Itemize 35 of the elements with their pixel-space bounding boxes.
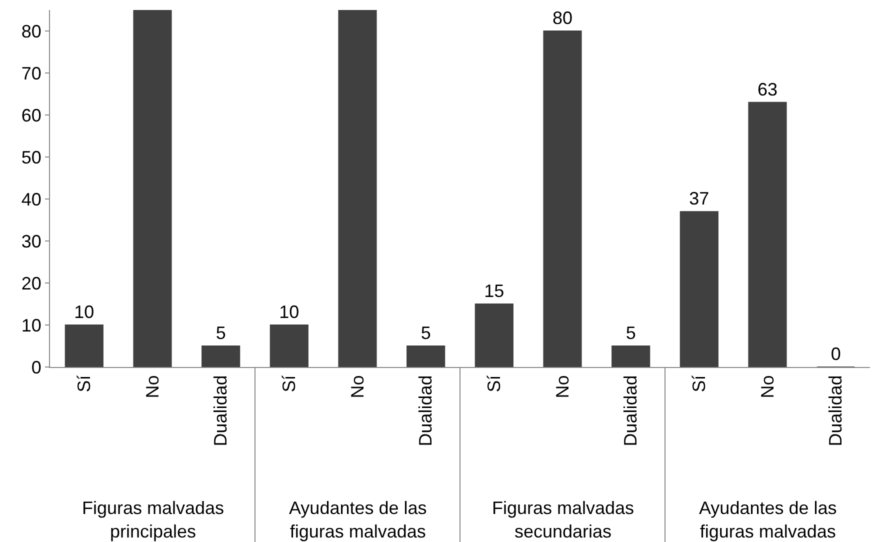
x-tick-label: No [757,375,778,398]
y-tick-label: 10 [21,315,42,336]
text: Ayudantes de las figuras malvadas [699,498,837,542]
data-label: 5 [216,323,226,343]
text: Figuras malvadas principales [82,498,224,542]
x-tick-label: Dualidad [210,375,231,446]
data-label: 15 [484,281,504,301]
data-label: 63 [757,79,778,100]
data-label: 5 [626,323,636,343]
text: Ayudantes de las figuras malvadas [289,498,427,542]
y-tick-label: 0 [31,357,42,378]
y-tick-label: 30 [21,231,42,252]
x-tick-label: No [142,375,162,398]
x-tick-label: Sí [279,375,300,392]
x-tick-label: Dualidad [620,375,641,446]
y-tick-label: 80 [21,21,42,42]
data-label: 10 [74,302,94,322]
y-tick-label: 50 [21,147,42,168]
x-tick-label: Dualidad [826,375,846,446]
x-tick-label: Sí [74,375,94,392]
y-tick-label: 40 [21,189,42,210]
data-label: 5 [420,323,431,343]
data-label: 80 [552,8,573,28]
y-tick-label: 20 [21,273,42,294]
x-tick-label: Dualidad [416,375,436,446]
x-tick-label: No [552,375,572,398]
x-tick-label: No [347,375,368,398]
data-label: 10 [279,302,300,322]
x-tick-label: Sí [484,375,504,392]
y-tick-label: 70 [21,63,42,84]
data-label: 0 [830,344,841,364]
y-tick-label: 60 [21,105,42,126]
text: Figuras malvadas secundarias [492,498,634,542]
data-label: 37 [689,188,710,209]
x-tick-label: Sí [689,375,710,392]
